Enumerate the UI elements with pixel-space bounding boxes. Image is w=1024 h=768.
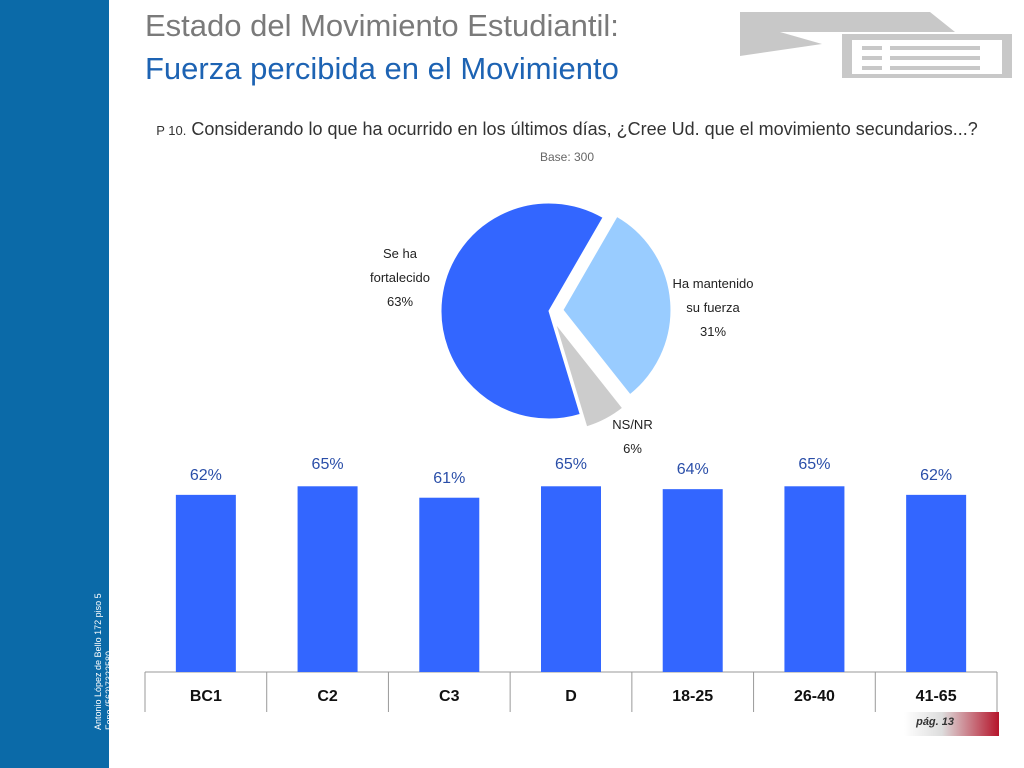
bar-category-label: 26-40 bbox=[793, 688, 835, 705]
pie-label-mantenido-line1: Ha mantenido bbox=[672, 276, 754, 291]
bar-C3 bbox=[419, 497, 480, 672]
pie-label-nsnr: NS/NR 6% bbox=[595, 413, 670, 461]
pie-label-fortalecido: Se ha fortalecido 63% bbox=[355, 242, 445, 314]
page-number-badge: pág. 13 bbox=[904, 712, 999, 736]
question-body: Considerando lo que ha ocurrido en los ú… bbox=[191, 119, 978, 139]
bar-value-label: 65% bbox=[798, 456, 831, 474]
pie-label-nsnr-line1: NS/NR bbox=[612, 417, 653, 432]
document-logo-icon bbox=[740, 12, 1012, 78]
bar-value-label: 62% bbox=[189, 466, 222, 484]
bar-D bbox=[541, 486, 601, 672]
pie-label-mantenido-line2: su fuerza bbox=[686, 300, 740, 315]
pie-label-mantenido: Ha mantenido su fuerza 31% bbox=[663, 272, 763, 344]
page-subtitle: Fuerza percibida en el Movimiento bbox=[145, 51, 619, 86]
bar-C2 bbox=[297, 486, 358, 672]
pie-label-nsnr-value: 6% bbox=[623, 441, 642, 456]
bar-41-65 bbox=[906, 494, 967, 672]
bar-value-label: 65% bbox=[311, 456, 344, 474]
sidebar: Antonio López de Bello 172 piso 5 Fono (… bbox=[0, 0, 147, 768]
pie-label-mantenido-value: 31% bbox=[699, 324, 727, 339]
bar-value-label: 64% bbox=[676, 461, 709, 479]
bar-category-label: D bbox=[565, 688, 577, 705]
pie-slice-fortalecido bbox=[440, 202, 604, 420]
bar-category-label: C3 bbox=[439, 688, 460, 705]
bar-category-label: C2 bbox=[317, 688, 338, 705]
pie-slice-mantenido bbox=[562, 215, 672, 396]
bar-BC1 bbox=[175, 494, 236, 672]
question-number: P 10. bbox=[156, 123, 187, 138]
pie-slice-nsnr bbox=[555, 323, 624, 428]
base-count: Base: 300 bbox=[539, 150, 595, 164]
bar-value-label: 65% bbox=[554, 456, 588, 474]
page-title: Estado del Movimiento Estudiantil: bbox=[145, 8, 619, 43]
bar-category-label: BC1 bbox=[189, 688, 222, 705]
pie-label-fortalecido-line2: fortalecido bbox=[370, 270, 430, 285]
page-number: pág. 13 bbox=[916, 716, 954, 728]
pie-label-fortalecido-value: 63% bbox=[386, 294, 414, 309]
bar-26-40 bbox=[784, 486, 845, 672]
question-text: P 10. Considerando lo que ha ocurrido en… bbox=[150, 119, 984, 140]
bar-value-label: 62% bbox=[920, 466, 953, 484]
pie-label-fortalecido-line1: Se ha bbox=[383, 246, 417, 261]
bar-category-label: 18-25 bbox=[672, 688, 714, 705]
bar-category-label: 41-65 bbox=[915, 688, 957, 705]
bar-value-label: 61% bbox=[433, 469, 466, 487]
bar-18-25 bbox=[662, 489, 723, 672]
